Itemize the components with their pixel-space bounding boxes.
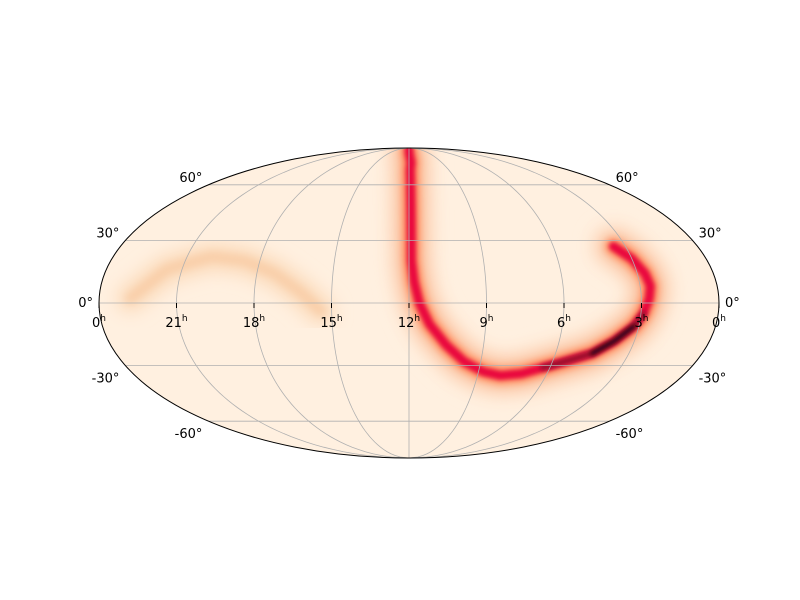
dec-tick-labels: 60° 60° 30° 30° 0° 0° -30° -30° -60° -60° — [78, 171, 740, 442]
ra-tick-label: 0h — [712, 314, 726, 331]
dec-tick-label-left: 60° — [179, 171, 202, 186]
dec-tick-label-left: -60° — [175, 427, 203, 442]
ra-tick-label: 18h — [243, 314, 265, 331]
dec-tick-label-right: -60° — [616, 427, 644, 442]
ra-tick-label: 9h — [480, 314, 494, 331]
dec-tick-label-left: 0° — [78, 296, 93, 311]
ra-tick-label: 0h — [92, 314, 106, 331]
ra-tick-label: 6h — [557, 314, 571, 331]
dec-tick-label-right: -30° — [699, 372, 727, 387]
ra-tick-label: 21h — [165, 314, 187, 331]
dec-tick-label-left: -30° — [92, 372, 120, 387]
probability-band-high — [404, 148, 655, 381]
dec-tick-label-right: 60° — [616, 171, 639, 186]
dec-tick-label-left: 30° — [96, 226, 119, 241]
probability-heatmap — [117, 148, 673, 398]
probability-band-peak — [590, 324, 636, 356]
dec-tick-label-right: 0° — [725, 296, 740, 311]
ra-tick-label: 15h — [320, 314, 342, 331]
faint-probability-arc-core — [125, 251, 327, 317]
ra-tick-labels: 0h 21h 18h 15h 12h 9h 6h 3h 0h — [92, 303, 726, 331]
dec-tick-label-right: 30° — [699, 226, 722, 241]
ra-tick-label: 3h — [635, 314, 649, 331]
ra-tick-label: 12h — [398, 314, 420, 331]
